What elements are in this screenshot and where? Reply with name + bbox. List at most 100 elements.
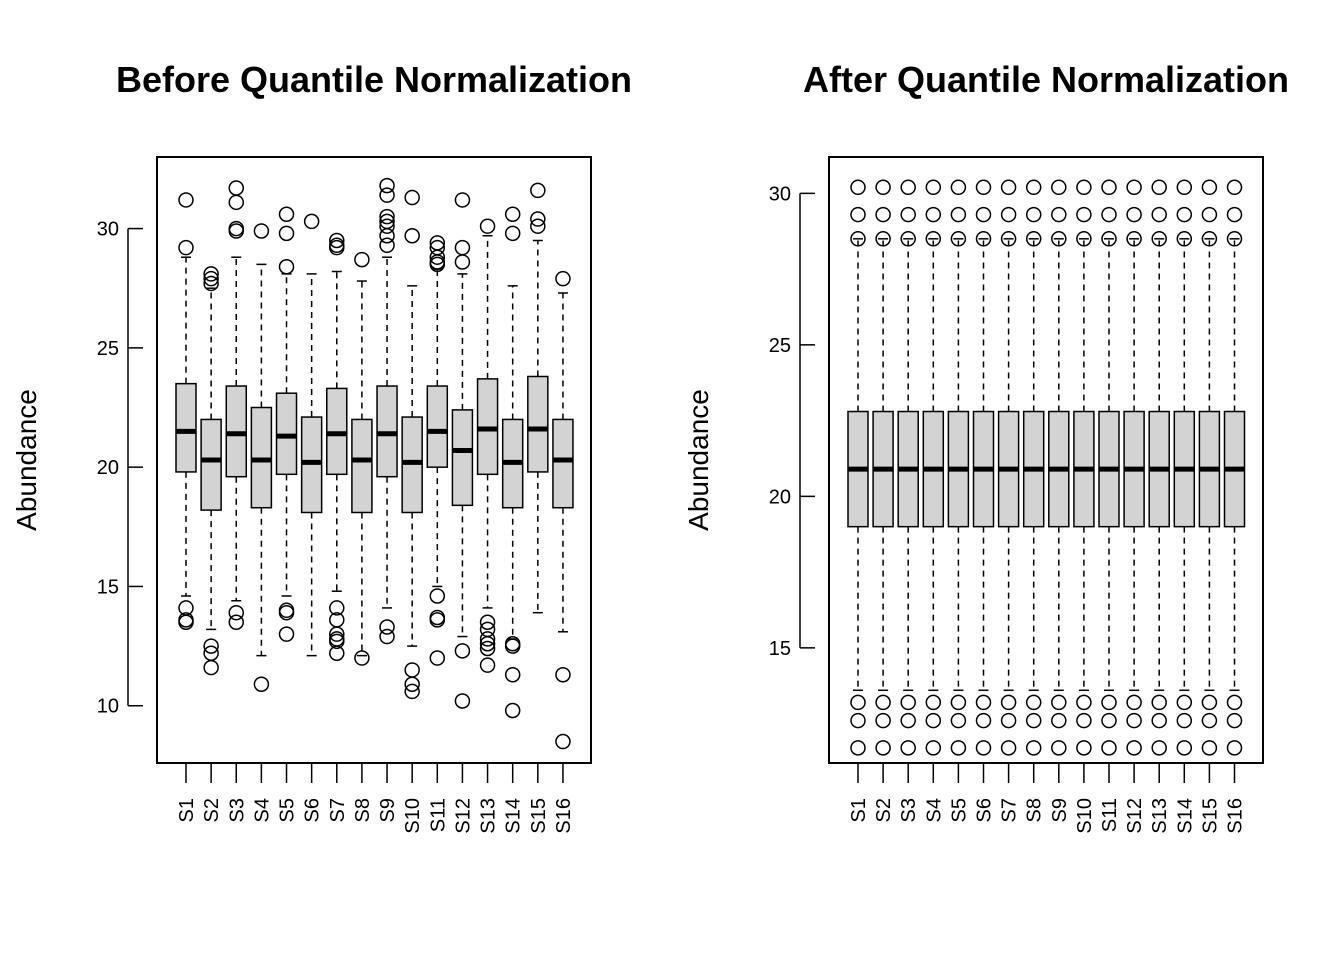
outlier-point bbox=[1051, 694, 1067, 711]
box-S7 bbox=[326, 232, 348, 662]
outlier-point bbox=[1076, 206, 1092, 223]
outlier-point bbox=[354, 251, 370, 268]
outlier-point bbox=[875, 206, 891, 223]
outlier-point bbox=[950, 740, 967, 756]
x-tick-label: S12 bbox=[1124, 798, 1146, 834]
outlier-point bbox=[329, 633, 345, 650]
outlier-point bbox=[1076, 740, 1092, 756]
chart-title: Before Quantile Normalization bbox=[116, 59, 632, 100]
outlier-point bbox=[1176, 712, 1193, 729]
outlier-point bbox=[975, 179, 992, 196]
outlier-point bbox=[1201, 740, 1218, 756]
outlier-point bbox=[1201, 712, 1218, 729]
outlier-point bbox=[950, 206, 967, 223]
box-iqr bbox=[175, 382, 197, 473]
outlier-point bbox=[479, 635, 496, 652]
outlier-point bbox=[504, 206, 521, 223]
y-axis-label: Abundance bbox=[11, 389, 42, 531]
outlier-point bbox=[975, 206, 992, 223]
outlier-point bbox=[555, 270, 571, 287]
outlier-point bbox=[253, 223, 270, 239]
box-S6 bbox=[300, 213, 323, 657]
box-S15 bbox=[527, 182, 549, 614]
box-S7 bbox=[997, 179, 1020, 756]
outlier-point bbox=[925, 694, 942, 711]
outlier-point bbox=[1226, 694, 1243, 711]
outlier-point bbox=[900, 694, 916, 711]
box-iqr bbox=[451, 409, 474, 507]
x-tick-label: S3 bbox=[226, 798, 248, 822]
outlier-point bbox=[479, 218, 496, 234]
box-S8 bbox=[351, 251, 373, 666]
box-S13 bbox=[1148, 179, 1170, 756]
outlier-point bbox=[1126, 740, 1142, 756]
outlier-point bbox=[329, 645, 345, 662]
outlier-point bbox=[850, 206, 866, 223]
x-tick-label: S5 bbox=[948, 798, 970, 822]
outlier-point bbox=[329, 239, 345, 256]
outlier-point bbox=[479, 640, 496, 657]
outlier-point bbox=[950, 712, 967, 729]
x-tick-label: S1 bbox=[176, 798, 198, 822]
outlier-point bbox=[950, 694, 967, 711]
box-S9 bbox=[376, 177, 398, 645]
outlier-point bbox=[850, 231, 866, 247]
outlier-point bbox=[875, 694, 891, 711]
outlier-point bbox=[900, 179, 916, 196]
y-tick-label: 30 bbox=[97, 219, 119, 241]
outlier-point bbox=[429, 256, 446, 273]
outlier-point bbox=[1126, 712, 1142, 729]
outlier-point bbox=[950, 179, 967, 196]
outlier-point bbox=[875, 231, 891, 247]
outlier-point bbox=[479, 631, 496, 647]
box-S6 bbox=[972, 179, 995, 756]
outlier-point bbox=[950, 231, 967, 247]
outlier-point bbox=[329, 626, 345, 642]
outlier-point bbox=[900, 740, 916, 756]
outlier-point bbox=[479, 657, 496, 673]
x-tick-label: S11 bbox=[427, 798, 449, 832]
outlier-point bbox=[1076, 712, 1092, 729]
outlier-point bbox=[404, 676, 420, 693]
outlier-point bbox=[278, 225, 295, 242]
outlier-point bbox=[1226, 179, 1243, 196]
box-S3 bbox=[225, 180, 248, 630]
outlier-point bbox=[379, 237, 395, 254]
outlier-point bbox=[975, 231, 992, 247]
y-tick-label: 25 bbox=[97, 338, 119, 360]
outlier-point bbox=[1151, 694, 1167, 711]
outlier-point bbox=[379, 619, 395, 635]
outlier-point bbox=[1151, 179, 1167, 196]
outlier-point bbox=[1151, 231, 1167, 247]
outlier-point bbox=[1101, 179, 1117, 196]
outlier-point bbox=[975, 694, 992, 711]
box-iqr bbox=[527, 375, 549, 473]
x-tick-label: S7 bbox=[327, 798, 349, 822]
box-S11 bbox=[1098, 179, 1120, 756]
x-tick-label: S4 bbox=[923, 798, 945, 822]
outlier-point bbox=[404, 683, 420, 700]
x-tick-label: S9 bbox=[377, 798, 399, 822]
chart-title: After Quantile Normalization bbox=[803, 59, 1289, 100]
outlier-point bbox=[1076, 179, 1092, 196]
outlier-point bbox=[1000, 179, 1017, 196]
outlier-point bbox=[1176, 179, 1193, 196]
outlier-point bbox=[875, 740, 891, 756]
box-S2 bbox=[200, 266, 222, 676]
outlier-point bbox=[228, 194, 245, 211]
outlier-point bbox=[278, 626, 295, 642]
outlier-point bbox=[429, 650, 446, 666]
outlier-point bbox=[1101, 231, 1117, 247]
y-tick-label: 15 bbox=[97, 576, 119, 598]
outlier-point bbox=[1051, 712, 1067, 729]
x-tick-label: S2 bbox=[873, 798, 895, 822]
outlier-point bbox=[429, 249, 446, 265]
outlier-point bbox=[1201, 179, 1218, 196]
outlier-point bbox=[850, 694, 866, 711]
outlier-point bbox=[1126, 206, 1142, 223]
outlier-point bbox=[1000, 694, 1017, 711]
outlier-point bbox=[1101, 712, 1117, 729]
outlier-point bbox=[504, 666, 521, 683]
outlier-point bbox=[504, 638, 521, 654]
box-S5 bbox=[275, 206, 298, 642]
